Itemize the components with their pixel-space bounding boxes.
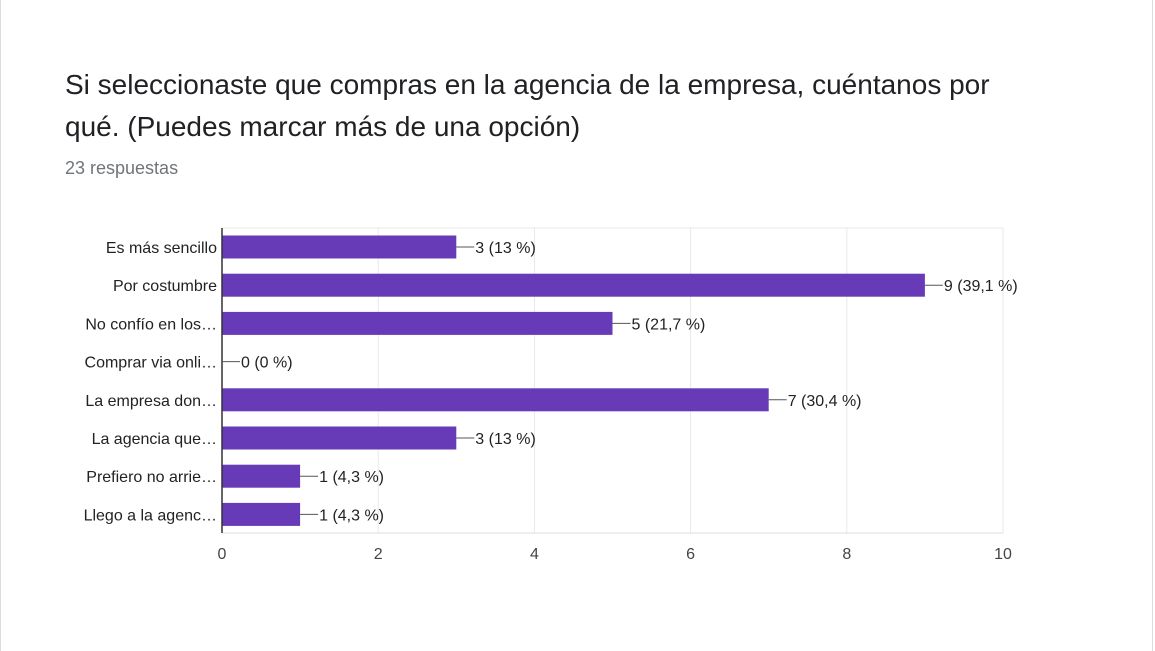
bars bbox=[222, 235, 925, 526]
x-tick-label: 0 bbox=[218, 546, 227, 563]
category-label: La agencia que… bbox=[92, 431, 217, 448]
data-label: 9 (39,1 %) bbox=[944, 278, 1018, 295]
bar bbox=[222, 464, 301, 488]
response-count: 23 respuestas bbox=[65, 158, 179, 178]
category-label: Prefiero no arrie… bbox=[86, 469, 217, 486]
bar bbox=[222, 273, 925, 297]
bar bbox=[222, 502, 301, 526]
bar bbox=[222, 235, 457, 259]
data-label: 5 (21,7 %) bbox=[632, 316, 706, 333]
labels: 0 2 4 6 8 10 3 (13 %) Es más sencillo 9 (39,1 %)… bbox=[84, 240, 1018, 563]
x-tick-label: 8 bbox=[842, 546, 851, 563]
bar bbox=[222, 311, 613, 335]
x-tick-label: 2 bbox=[374, 546, 383, 563]
x-tick-label: 10 bbox=[994, 546, 1012, 563]
category-label: Es más sencillo bbox=[106, 240, 217, 257]
category-label: Por costumbre bbox=[113, 278, 217, 295]
question-title: Si seleccionaste que compras en la agenc… bbox=[65, 69, 990, 142]
data-label: 3 (13 %) bbox=[475, 240, 535, 257]
data-label: 7 (30,4 %) bbox=[788, 393, 862, 410]
x-tick-label: 6 bbox=[686, 546, 695, 563]
data-label: 3 (13 %) bbox=[475, 431, 535, 448]
category-label: Llego a la agenc… bbox=[84, 507, 217, 524]
x-tick-label: 4 bbox=[530, 546, 539, 563]
bar bbox=[222, 388, 769, 412]
data-label: 0 (0 %) bbox=[241, 355, 293, 372]
data-label: 1 (4,3 %) bbox=[319, 469, 384, 486]
data-label: 1 (4,3 %) bbox=[319, 507, 384, 524]
bar bbox=[222, 426, 457, 450]
axes bbox=[221, 228, 1003, 534]
category-label: La empresa don… bbox=[85, 393, 217, 410]
category-label: No confío en los… bbox=[85, 316, 217, 333]
category-label: Comprar via onli… bbox=[85, 355, 217, 372]
